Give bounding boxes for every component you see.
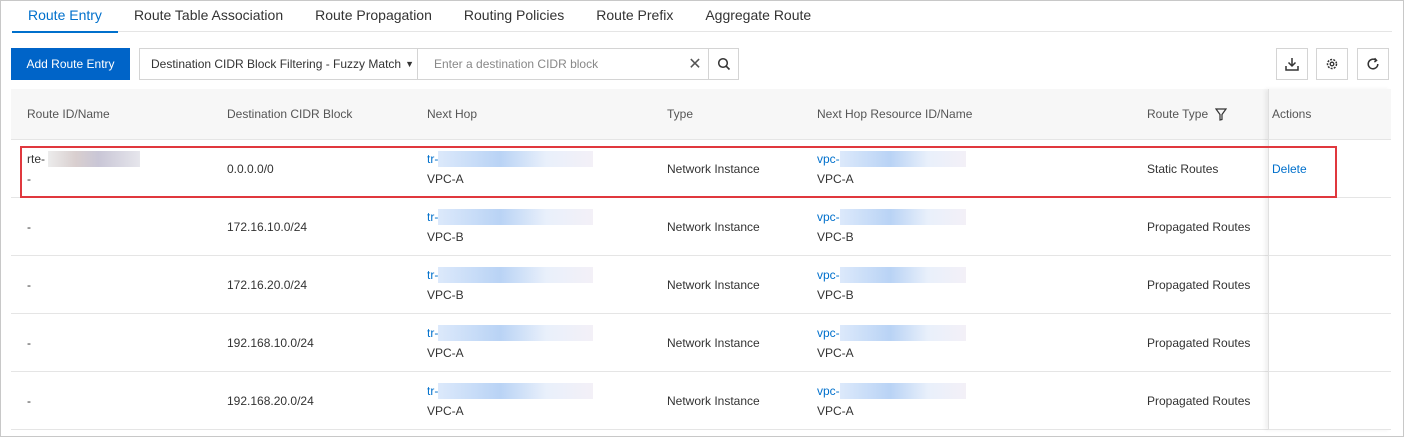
- resource-id-link[interactable]: vpc-: [817, 325, 840, 340]
- resource-name: VPC-B: [817, 287, 854, 302]
- route-id: rte-: [27, 149, 211, 169]
- route-type-cell: Propagated Routes: [1147, 277, 1251, 292]
- table-row: - 192.168.20.0/24 tr- VPC-A Network Inst…: [11, 372, 1391, 430]
- search-icon: [717, 57, 730, 71]
- next-hop-name: VPC-B: [427, 287, 464, 302]
- type-cell: Network Instance: [667, 219, 760, 234]
- resource-id-link[interactable]: vpc-: [817, 383, 840, 398]
- tab-route-propagation[interactable]: Route Propagation: [315, 7, 432, 23]
- route-id: -: [27, 219, 31, 234]
- next-hop-cell: tr- VPC-A: [411, 149, 651, 189]
- next-hop-resource-cell: vpc- VPC-A: [801, 381, 1131, 421]
- destination-cidr: 192.168.10.0/24: [227, 335, 314, 350]
- table-row: - 192.168.10.0/24 tr- VPC-A Network Inst…: [11, 314, 1391, 372]
- route-type-cell: Propagated Routes: [1147, 219, 1251, 234]
- next-hop-id-link[interactable]: tr-: [427, 267, 439, 282]
- search-input[interactable]: [418, 49, 682, 79]
- filter-select-label: Destination CIDR Block Filtering - Fuzzy…: [151, 57, 402, 71]
- next-hop-cell: tr- VPC-A: [411, 381, 651, 421]
- destination-cidr: 172.16.20.0/24: [227, 277, 308, 292]
- add-route-entry-button[interactable]: Add Route Entry: [11, 48, 130, 80]
- download-button[interactable]: [1276, 48, 1308, 80]
- filter-select[interactable]: Destination CIDR Block Filtering - Fuzzy…: [140, 49, 418, 79]
- route-type-cell: Propagated Routes: [1147, 335, 1251, 350]
- tab-route-prefix[interactable]: Route Prefix: [596, 7, 674, 23]
- next-hop-resource-cell: vpc- VPC-A: [801, 149, 1131, 189]
- table-row: - 172.16.20.0/24 tr- VPC-B Network Insta…: [11, 256, 1391, 314]
- route-name: -: [27, 171, 31, 186]
- tab-route-entry[interactable]: Route Entry: [12, 0, 118, 33]
- next-hop-cell: tr- VPC-B: [411, 207, 651, 247]
- type-cell: Network Instance: [667, 335, 760, 350]
- destination-cidr: 0.0.0.0/0: [227, 161, 274, 176]
- header-route-id: Route ID/Name: [27, 107, 110, 121]
- type-cell: Network Instance: [667, 393, 760, 408]
- table-row: - 172.16.10.0/24 tr- VPC-B Network Insta…: [11, 198, 1391, 256]
- route-id-cell: -: [11, 391, 211, 411]
- route-id: -: [27, 393, 31, 408]
- filter-icon[interactable]: [1215, 107, 1228, 121]
- next-hop-resource-cell: vpc- VPC-A: [801, 323, 1131, 363]
- type-cell: Network Instance: [667, 161, 760, 176]
- resource-name: VPC-A: [817, 345, 854, 360]
- next-hop-id-link[interactable]: tr-: [427, 383, 439, 398]
- route-id-cell: rte- -: [11, 149, 211, 189]
- route-id-cell: -: [11, 217, 211, 237]
- next-hop-resource-cell: vpc- VPC-B: [801, 207, 1131, 247]
- resource-name: VPC-B: [817, 229, 854, 244]
- next-hop-cell: tr- VPC-A: [411, 323, 651, 363]
- route-id: -: [27, 335, 31, 350]
- clear-icon[interactable]: ✕: [688, 56, 702, 73]
- tab-bar: Route Entry Route Table Association Rout…: [12, 0, 1392, 33]
- type-cell: Network Instance: [667, 277, 760, 292]
- resource-id-link[interactable]: vpc-: [817, 209, 840, 224]
- route-id-cell: -: [11, 333, 211, 353]
- next-hop-id-link[interactable]: tr-: [427, 209, 439, 224]
- header-next-hop-resource: Next Hop Resource ID/Name: [817, 107, 973, 121]
- header-destination-cidr: Destination CIDR Block: [227, 107, 353, 121]
- settings-icon: [1326, 58, 1338, 70]
- next-hop-resource-cell: vpc- VPC-B: [801, 265, 1131, 305]
- header-actions: Actions: [1272, 107, 1312, 121]
- search-group: Destination CIDR Block Filtering - Fuzzy…: [139, 48, 739, 80]
- next-hop-name: VPC-B: [427, 229, 464, 244]
- destination-cidr: 172.16.10.0/24: [227, 219, 308, 234]
- next-hop-id-link[interactable]: tr-: [427, 151, 439, 166]
- next-hop-name: VPC-A: [427, 171, 464, 186]
- refresh-button[interactable]: [1357, 48, 1389, 80]
- actions-cell: Delete: [1253, 159, 1391, 179]
- table-header: Route ID/Name Destination CIDR Block Nex…: [11, 89, 1391, 140]
- header-route-type: Route Type: [1131, 104, 1253, 124]
- search-button[interactable]: [708, 49, 738, 79]
- resource-id-link[interactable]: vpc-: [817, 151, 840, 166]
- next-hop-cell: tr- VPC-B: [411, 265, 651, 305]
- next-hop-name: VPC-A: [427, 345, 464, 360]
- header-type: Type: [667, 107, 694, 121]
- resource-name: VPC-A: [817, 403, 854, 418]
- next-hop-name: VPC-A: [427, 403, 464, 418]
- route-id-cell: -: [11, 275, 211, 295]
- tab-route-table-association[interactable]: Route Table Association: [133, 7, 284, 23]
- destination-cidr: 192.168.20.0/24: [227, 393, 314, 408]
- settings-button[interactable]: [1316, 48, 1348, 80]
- tab-aggregate-route[interactable]: Aggregate Route: [705, 7, 812, 23]
- next-hop-id-link[interactable]: tr-: [427, 325, 439, 340]
- route-id: -: [27, 277, 31, 292]
- refresh-icon: [1367, 57, 1379, 70]
- header-route-type-label: Route Type: [1147, 107, 1209, 121]
- route-type-cell: Propagated Routes: [1147, 393, 1251, 408]
- route-table: Route ID/Name Destination CIDR Block Nex…: [11, 89, 1391, 430]
- delete-link[interactable]: Delete: [1272, 161, 1307, 176]
- tab-routing-policies[interactable]: Routing Policies: [463, 7, 565, 23]
- header-next-hop: Next Hop: [427, 107, 478, 121]
- route-type-cell: Static Routes: [1147, 161, 1219, 176]
- download-icon: [1285, 58, 1299, 71]
- resource-name: VPC-A: [817, 171, 854, 186]
- caret-down-icon: ▼: [405, 59, 414, 69]
- resource-id-link[interactable]: vpc-: [817, 267, 840, 282]
- table-row: rte- - 0.0.0.0/0 tr- VPC-A Network Insta…: [11, 140, 1391, 198]
